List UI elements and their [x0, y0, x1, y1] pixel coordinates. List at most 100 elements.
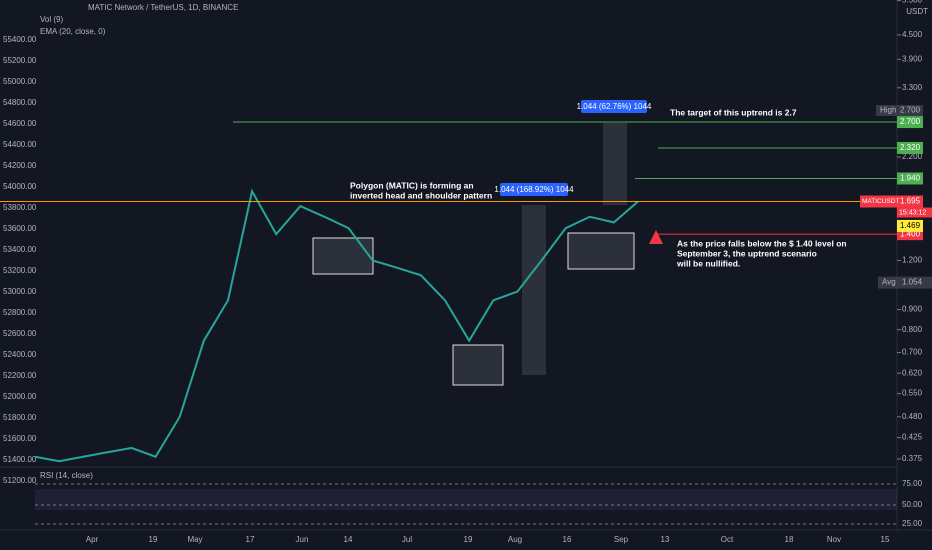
- measure-range: [522, 205, 546, 375]
- price-tag: [897, 195, 923, 208]
- y-tick-label: 3.900: [902, 54, 923, 63]
- price-tag-label: 1.695: [900, 197, 921, 206]
- left-axis-label: 52600.00: [3, 329, 37, 338]
- left-axis-label: 53400.00: [3, 245, 37, 254]
- annotation: September 3, the uptrend scenario: [677, 248, 817, 258]
- x-tick-label: 16: [563, 535, 572, 544]
- left-axis-label: 55200.00: [3, 56, 37, 65]
- x-tick-label: Sep: [614, 535, 629, 544]
- y-tick-label: 0.620: [902, 368, 923, 377]
- shoulder-box: [567, 232, 635, 270]
- x-tick-label: 18: [785, 535, 794, 544]
- symbol: MATIC Network / TetherUS, 1D, BINANCE: [88, 3, 238, 12]
- measure-box: [581, 100, 647, 113]
- y-tick-label: 0.480: [902, 412, 923, 421]
- avg-label: 1.054: [902, 278, 923, 287]
- x-tick-label: Oct: [721, 535, 734, 544]
- shoulder-box: [312, 237, 374, 275]
- y-tick-label: 1.200: [902, 256, 923, 265]
- x-tick-label: May: [187, 535, 202, 544]
- y-tick-label: 0.425: [902, 433, 923, 442]
- rsi-zone: [35, 489, 897, 510]
- vol-label: Vol (9): [40, 15, 63, 24]
- y-tick-label: 0.800: [902, 325, 923, 334]
- x-tick-label: Apr: [86, 535, 99, 544]
- left-axis-label: 52400.00: [3, 350, 37, 359]
- left-axis-label: 52800.00: [3, 308, 37, 317]
- rsi-label: RSI (14, close): [40, 471, 93, 480]
- price-tag: [897, 141, 923, 154]
- currency: USDT: [906, 7, 928, 16]
- annotation: inverted head and shoulder pattern: [350, 190, 492, 200]
- measure-box: [500, 183, 568, 196]
- x-tick-label: 19: [149, 535, 158, 544]
- x-tick-label: Jul: [402, 535, 412, 544]
- annotation: Polygon (MATIC) is forming an: [350, 180, 474, 190]
- x-tick-label: 13: [661, 535, 670, 544]
- x-tick-label: 14: [344, 535, 353, 544]
- price-tag-label: 1.400: [900, 229, 921, 238]
- left-axis-label: 54600.00: [3, 119, 37, 128]
- left-axis-label: 53600.00: [3, 224, 37, 233]
- price-tag: [897, 219, 923, 232]
- rsi-tick-label: 50.00: [902, 500, 923, 509]
- head-box: [452, 344, 504, 386]
- left-axis-label: 51800.00: [3, 413, 37, 422]
- measure-label: 1.044 (168.92%) 1044: [494, 185, 574, 194]
- left-axis-label: 54000.00: [3, 182, 37, 191]
- price-line: [34, 188, 639, 463]
- high-tag-label: High: [880, 106, 896, 115]
- price-tag-label: 1.469: [900, 221, 921, 230]
- annotation: As the price falls below the $ 1.40 leve…: [677, 238, 847, 248]
- x-tick-label: 19: [464, 535, 473, 544]
- left-axis-label: 52200.00: [3, 371, 37, 380]
- timer-label: 15:43:12: [899, 209, 926, 216]
- ticker-label: MATICUSDT: [862, 198, 899, 205]
- left-axis-label: 53000.00: [3, 287, 37, 296]
- annotation: will be nullified.: [676, 258, 740, 268]
- rsi-tick-label: 25.00: [902, 519, 923, 528]
- y-tick-label: 0.700: [902, 348, 923, 357]
- ticker-tag: [860, 195, 897, 208]
- y-tick-label: 3.300: [902, 83, 923, 92]
- timer-tag: [897, 207, 932, 218]
- price-tag: [897, 172, 923, 185]
- x-tick-label: Nov: [827, 535, 841, 544]
- left-axis-label: 54800.00: [3, 98, 37, 107]
- avg-tag-label: Avg: [882, 278, 896, 287]
- price-tag-label: 2.320: [900, 143, 921, 152]
- avg-tag: [878, 276, 932, 289]
- annotation: The target of this uptrend is 2.7: [670, 107, 797, 117]
- y-tick-label: 5.500: [902, 0, 923, 5]
- left-axis-label: 53800.00: [3, 203, 37, 212]
- left-axis-label: 55400.00: [3, 35, 37, 44]
- left-axis-label: 51600.00: [3, 434, 37, 443]
- high-label: 2.700: [900, 106, 921, 115]
- x-tick-label: 17: [246, 535, 255, 544]
- left-axis-label: 53200.00: [3, 266, 37, 275]
- warning-icon: [649, 230, 663, 244]
- x-tick-label: 15: [881, 535, 890, 544]
- left-axis-label: 51400.00: [3, 455, 37, 464]
- measure-range: [603, 123, 627, 205]
- y-tick-label: 0.900: [902, 305, 923, 314]
- x-tick-label: Aug: [508, 535, 522, 544]
- y-tick-label: 4.500: [902, 30, 923, 39]
- high-tag: [876, 105, 923, 117]
- measure-label: 1.044 (62.76%) 1044: [577, 102, 652, 111]
- y-tick-label: 0.375: [902, 454, 923, 463]
- left-axis-label: 51200.00: [3, 476, 37, 485]
- rsi-tick-label: 75.00: [902, 479, 923, 488]
- price-tag: [897, 116, 923, 129]
- price-tag-label: 1.940: [900, 174, 921, 183]
- y-tick-label: 0.550: [902, 389, 923, 398]
- left-axis-label: 52000.00: [3, 392, 37, 401]
- price-tag-label: 2.700: [900, 117, 921, 126]
- left-axis-label: 54400.00: [3, 140, 37, 149]
- y-tick-label: 2.200: [902, 152, 923, 161]
- left-axis-label: 54200.00: [3, 161, 37, 170]
- x-tick-label: Jun: [296, 535, 309, 544]
- ema-label: EMA (20, close, 0): [40, 27, 106, 36]
